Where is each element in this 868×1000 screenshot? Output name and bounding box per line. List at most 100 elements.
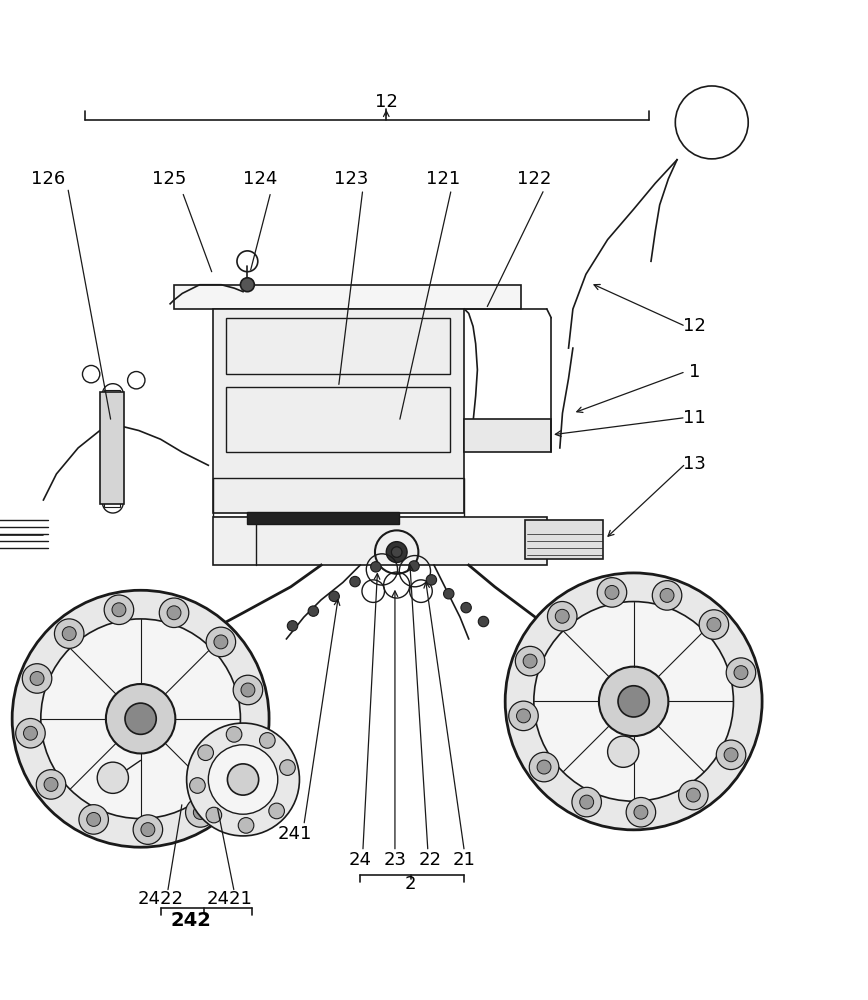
Circle shape xyxy=(44,777,58,791)
Circle shape xyxy=(287,621,298,631)
Circle shape xyxy=(537,760,551,774)
Circle shape xyxy=(125,703,156,734)
Text: 22: 22 xyxy=(418,851,441,869)
Text: 242: 242 xyxy=(170,911,212,930)
Circle shape xyxy=(605,585,619,599)
Circle shape xyxy=(687,788,700,802)
Circle shape xyxy=(104,595,134,625)
Circle shape xyxy=(198,745,214,761)
Circle shape xyxy=(279,760,295,775)
Text: 11: 11 xyxy=(683,409,706,427)
Circle shape xyxy=(548,602,577,631)
Circle shape xyxy=(62,627,76,641)
Circle shape xyxy=(716,740,746,770)
Bar xyxy=(226,387,450,452)
Circle shape xyxy=(509,701,538,731)
Circle shape xyxy=(386,542,407,562)
Circle shape xyxy=(724,748,738,762)
Circle shape xyxy=(227,727,242,742)
Circle shape xyxy=(233,675,263,705)
Circle shape xyxy=(194,805,207,819)
Circle shape xyxy=(112,603,126,617)
Circle shape xyxy=(523,654,537,668)
Circle shape xyxy=(36,770,66,799)
Text: 122: 122 xyxy=(516,170,551,188)
Circle shape xyxy=(597,578,627,607)
Circle shape xyxy=(350,576,360,587)
Circle shape xyxy=(679,780,708,810)
Circle shape xyxy=(12,590,269,847)
Text: 23: 23 xyxy=(384,851,406,869)
Circle shape xyxy=(391,547,402,557)
Circle shape xyxy=(260,733,275,748)
Bar xyxy=(464,419,551,452)
Circle shape xyxy=(707,618,720,631)
Text: 12: 12 xyxy=(375,93,398,111)
Text: 2422: 2422 xyxy=(138,890,183,908)
Circle shape xyxy=(227,764,259,795)
Bar xyxy=(525,520,603,559)
Circle shape xyxy=(189,778,205,793)
Circle shape xyxy=(409,561,419,571)
Circle shape xyxy=(391,547,402,557)
Circle shape xyxy=(159,598,188,628)
Circle shape xyxy=(329,591,339,602)
Circle shape xyxy=(308,606,319,616)
Circle shape xyxy=(652,581,681,610)
Circle shape xyxy=(55,619,84,648)
Text: 1: 1 xyxy=(688,363,700,381)
Text: 241: 241 xyxy=(278,825,312,843)
Circle shape xyxy=(478,616,489,627)
Circle shape xyxy=(727,658,756,687)
Circle shape xyxy=(534,602,733,801)
Circle shape xyxy=(699,610,728,639)
Text: 121: 121 xyxy=(425,170,460,188)
Circle shape xyxy=(206,807,221,823)
Circle shape xyxy=(516,646,545,676)
Bar xyxy=(226,318,450,374)
Circle shape xyxy=(23,726,37,740)
Circle shape xyxy=(444,589,454,599)
Circle shape xyxy=(572,787,602,817)
Circle shape xyxy=(618,686,649,717)
Circle shape xyxy=(23,664,52,693)
Circle shape xyxy=(214,635,227,649)
Bar xyxy=(213,517,547,565)
Circle shape xyxy=(238,818,253,833)
Circle shape xyxy=(186,798,215,827)
Circle shape xyxy=(187,723,299,836)
Circle shape xyxy=(461,602,471,613)
Circle shape xyxy=(608,736,639,767)
Bar xyxy=(104,390,120,507)
Circle shape xyxy=(241,683,255,697)
Circle shape xyxy=(516,709,530,723)
Circle shape xyxy=(556,609,569,623)
Text: 126: 126 xyxy=(30,170,65,188)
Circle shape xyxy=(599,667,668,736)
Circle shape xyxy=(240,278,254,292)
Circle shape xyxy=(426,575,437,585)
Circle shape xyxy=(206,627,235,657)
Circle shape xyxy=(734,666,748,680)
Circle shape xyxy=(580,795,594,809)
Bar xyxy=(174,285,521,309)
Circle shape xyxy=(269,803,285,819)
Text: 125: 125 xyxy=(152,170,187,188)
Text: 21: 21 xyxy=(453,851,476,869)
Text: 13: 13 xyxy=(683,455,706,473)
Bar xyxy=(213,478,464,517)
Circle shape xyxy=(41,619,240,819)
Circle shape xyxy=(79,805,108,834)
Circle shape xyxy=(634,805,648,819)
Text: 124: 124 xyxy=(243,170,278,188)
Circle shape xyxy=(529,752,559,782)
Text: 12: 12 xyxy=(683,317,706,335)
Circle shape xyxy=(208,745,278,814)
Text: 24: 24 xyxy=(349,851,372,869)
Circle shape xyxy=(133,815,162,844)
Circle shape xyxy=(141,823,155,837)
Circle shape xyxy=(371,562,381,572)
Circle shape xyxy=(106,684,175,753)
Bar xyxy=(213,309,464,513)
Circle shape xyxy=(97,762,128,793)
